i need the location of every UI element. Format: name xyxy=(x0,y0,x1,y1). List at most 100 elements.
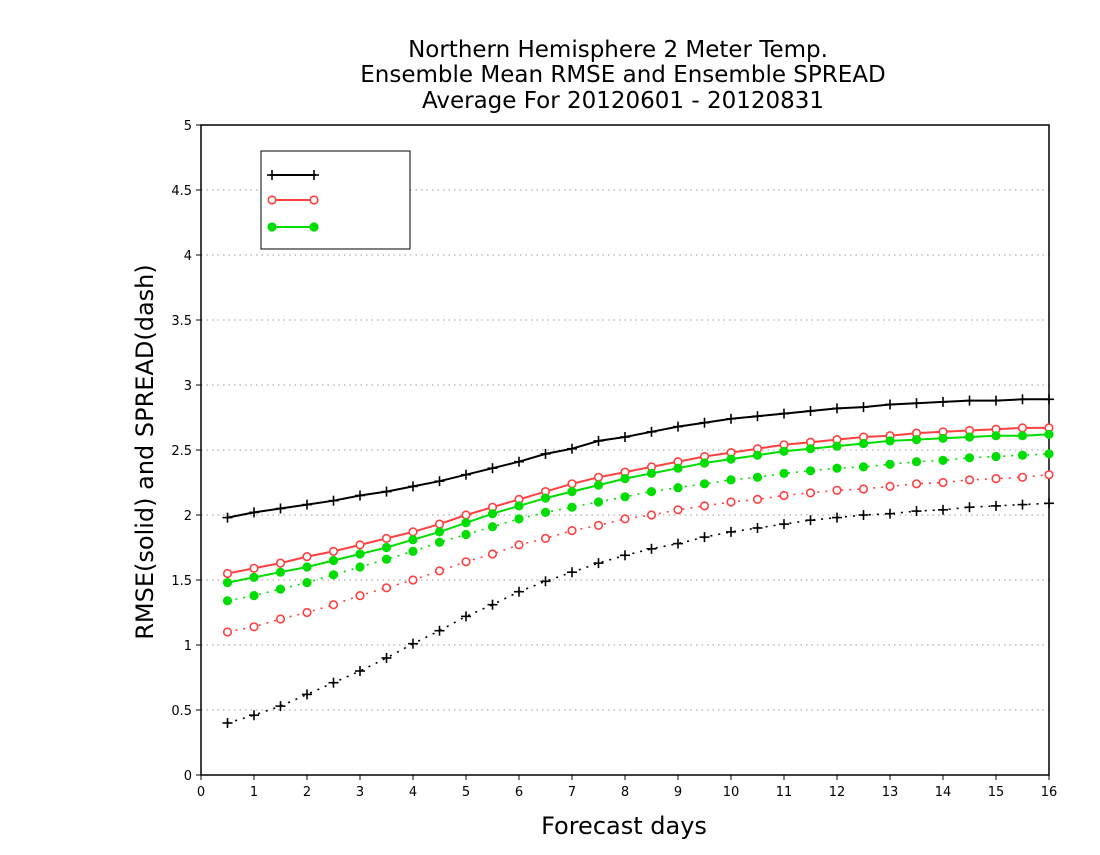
x-tick-label: 15 xyxy=(988,785,1005,800)
x-tick-label: 1 xyxy=(250,785,258,800)
series-black-rmse-point xyxy=(779,408,789,419)
series-black-spread-point xyxy=(567,567,577,578)
series-black-spread-point xyxy=(434,625,445,636)
chart-title-line-1: Northern Hemisphere 2 Meter Temp. xyxy=(408,37,828,63)
series-black-rmse-point xyxy=(726,413,736,424)
legend-entry-red xyxy=(267,195,319,205)
series-red-rmse-point xyxy=(1017,423,1028,433)
series-green-spread-point xyxy=(673,483,683,493)
series-green-spread-point xyxy=(222,596,233,606)
series-black-spread-point xyxy=(726,526,736,537)
series-green-spread-point xyxy=(249,590,259,601)
legend-swatch-red-right-point xyxy=(309,195,319,205)
series-red-spread-point xyxy=(779,490,789,501)
legend-entry-green xyxy=(267,222,319,232)
y-axis-ticks: 0 0.5 1 1.5 2 2.5 3 3.5 4 4.5 5 xyxy=(171,119,201,784)
series-green-rmse-point xyxy=(646,468,657,478)
y-tick-label: 1 xyxy=(184,639,192,654)
x-tick-label: 3 xyxy=(356,785,364,800)
series-black-rmse-point xyxy=(328,495,339,506)
x-axis-label: Forecast days xyxy=(541,812,707,840)
series-black-spread-point xyxy=(1044,498,1054,509)
series-green-spread-point xyxy=(779,468,789,478)
series-black-rmse-point xyxy=(832,403,842,414)
series-red-rmse-point xyxy=(355,540,365,550)
series-red-spread-point xyxy=(249,622,259,632)
y-axis-label: RMSE(solid) and SPREAD(dash) xyxy=(131,264,159,640)
series-green-rmse-point xyxy=(434,527,445,537)
legend-swatch-red-left-point xyxy=(267,195,277,205)
y-tick-label: 2.5 xyxy=(171,444,192,459)
series-black-spread-point xyxy=(646,543,657,554)
y-tick-label: 3 xyxy=(184,379,192,394)
series-green-rmse-point xyxy=(911,434,922,445)
series-red-rmse-point xyxy=(222,568,233,579)
series-black-rmse-point xyxy=(593,435,604,446)
series-black-spread-point xyxy=(885,508,895,519)
series-red-spread-point xyxy=(434,566,445,576)
series-green-spread-point xyxy=(964,453,975,463)
series-green-rmse-point xyxy=(249,572,259,583)
series-red-rmse-point xyxy=(328,546,339,557)
series-black-spread-point xyxy=(275,701,286,712)
x-tick-label: 12 xyxy=(829,785,846,800)
series-green-spread-point xyxy=(434,537,445,547)
series-black-rmse-point xyxy=(381,486,392,497)
series-black-spread-point xyxy=(249,710,259,721)
series-green-spread-point xyxy=(646,486,657,497)
series-black-rmse xyxy=(222,394,1054,523)
y-tick-label: 4.5 xyxy=(171,184,192,199)
series-green-spread-point xyxy=(1044,449,1054,459)
x-tick-label: 7 xyxy=(568,785,576,800)
series-green-rmse-point xyxy=(726,454,736,464)
series-green-spread-point xyxy=(381,554,392,564)
series-green-spread-point xyxy=(593,497,604,507)
y-tick-label: 4 xyxy=(184,249,192,264)
series-black-rmse-point xyxy=(911,398,922,409)
series-green-rmse-point xyxy=(355,549,365,559)
series-green-rmse-point xyxy=(540,493,551,503)
series-black-rmse-point xyxy=(964,395,975,406)
legend-entry-black xyxy=(267,170,319,180)
series-green-spread-point xyxy=(911,457,922,467)
series-red-spread-point xyxy=(1017,472,1028,482)
series-red-spread-point xyxy=(381,583,392,593)
x-tick-label: 4 xyxy=(409,785,417,800)
legend-swatch-green-left-point xyxy=(267,222,277,232)
chart-title-line-2: Ensemble Mean RMSE and Ensemble SPREAD xyxy=(360,62,885,88)
y-tick-label: 5 xyxy=(184,119,192,134)
series-black-rmse-point xyxy=(646,426,657,437)
series-green-rmse xyxy=(222,429,1054,588)
legend-swatch-green-right-point xyxy=(309,222,319,232)
series-red-spread-point xyxy=(408,575,418,585)
series-green-spread-point xyxy=(408,546,418,557)
series-green-spread-point xyxy=(487,522,498,532)
series-green-spread-point xyxy=(540,507,551,518)
y-tick-label: 0.5 xyxy=(171,704,192,719)
series-green-spread-point xyxy=(726,475,736,485)
series-black-rmse-point xyxy=(752,411,763,422)
series-red-spread-point xyxy=(752,494,763,505)
series-black-rmse-point xyxy=(302,499,312,510)
series-black-spread-point xyxy=(991,500,1001,511)
series-green-rmse-point xyxy=(593,480,604,490)
series-red-spread-point xyxy=(487,549,498,559)
series-black-rmse-point xyxy=(222,512,233,523)
series-green-rmse-point xyxy=(408,535,418,545)
series-red-rmse-point xyxy=(408,527,418,537)
x-tick-label: 13 xyxy=(882,785,899,800)
x-tick-label: 2 xyxy=(303,785,311,800)
series-red-spread-point xyxy=(461,557,471,567)
series-black-spread-point xyxy=(832,512,842,523)
legend xyxy=(260,150,411,250)
series-green-spread-point xyxy=(885,459,895,469)
x-tick-label: 5 xyxy=(462,785,470,800)
series-black-spread xyxy=(222,498,1054,728)
x-tick-label: 11 xyxy=(776,785,793,800)
series-green-rmse-point xyxy=(514,501,524,511)
series-green-rmse-point xyxy=(752,450,763,460)
series-green-rmse-point xyxy=(1017,431,1028,441)
series-green-spread-point xyxy=(514,514,524,524)
